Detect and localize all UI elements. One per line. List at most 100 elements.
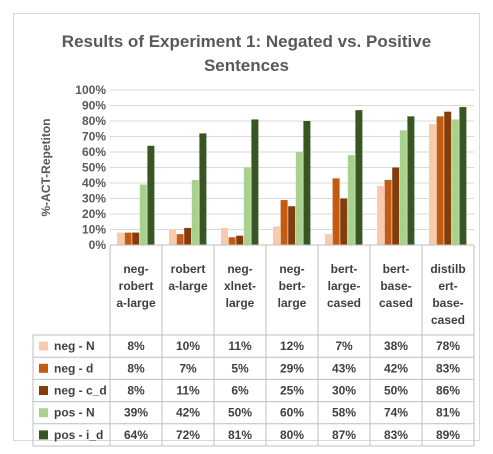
- data-label: 12%: [280, 339, 304, 353]
- data-label: 30%: [332, 384, 356, 398]
- data-label: 80%: [280, 428, 304, 442]
- chart-title: Results of Experiment 1: Negated vs. Pos…: [20, 30, 473, 78]
- category-label: robert: [119, 279, 154, 293]
- legend-key: [39, 408, 48, 418]
- category-label: neg-: [227, 262, 252, 276]
- y-tick-label: 10%: [82, 223, 106, 237]
- bar: [132, 232, 140, 245]
- y-tick-label: 50%: [82, 161, 106, 175]
- bar: [176, 234, 184, 245]
- y-tick-label: 100%: [75, 83, 106, 97]
- y-tick-label: 0%: [89, 238, 107, 252]
- data-label: 89%: [436, 428, 460, 442]
- category-label: base-: [432, 296, 463, 310]
- data-label: 50%: [228, 406, 252, 420]
- bar: [347, 155, 355, 245]
- bar: [139, 184, 147, 245]
- bar: [251, 119, 259, 245]
- bar: [184, 227, 192, 245]
- data-label: 78%: [436, 339, 460, 353]
- data-label: 38%: [384, 339, 408, 353]
- data-label: 42%: [176, 406, 200, 420]
- bar: [451, 119, 459, 245]
- y-axis-label: %-ACT-Repetiton: [39, 119, 53, 217]
- category-label: large-: [328, 279, 361, 293]
- y-tick-label: 90%: [82, 99, 106, 113]
- data-label: 86%: [436, 384, 460, 398]
- data-label: 39%: [124, 406, 148, 420]
- category-label: a-large: [116, 296, 156, 310]
- y-tick-label: 30%: [82, 192, 106, 206]
- bar: [221, 227, 228, 245]
- series-label: pos - N: [54, 406, 95, 420]
- bar: [117, 232, 124, 245]
- data-label: 81%: [228, 428, 252, 442]
- category-label: base-: [380, 279, 411, 293]
- category-label: a-large: [168, 279, 208, 293]
- data-label: 10%: [176, 339, 200, 353]
- category-label: ert-: [438, 279, 457, 293]
- bar: [295, 152, 303, 245]
- data-label: 58%: [332, 406, 356, 420]
- y-tick-label: 60%: [82, 145, 106, 159]
- data-label: 87%: [332, 428, 356, 442]
- legend-key: [39, 386, 48, 395]
- category-label: cased: [431, 313, 465, 327]
- category-label: large: [226, 296, 255, 310]
- y-tick-label: 70%: [82, 130, 106, 144]
- bar: [169, 229, 176, 245]
- data-label: 50%: [384, 384, 408, 398]
- y-tick-label: 20%: [82, 207, 106, 221]
- category-label: cased: [379, 296, 413, 310]
- bar: [147, 145, 155, 245]
- category-label: neg-: [279, 262, 304, 276]
- bar: [273, 226, 280, 245]
- series-label: neg - N: [54, 339, 95, 353]
- category-label: neg-: [123, 262, 148, 276]
- data-label: 8%: [127, 384, 145, 398]
- data-label: 11%: [228, 339, 252, 353]
- chart-title-line-2: Sentences: [203, 56, 290, 75]
- data-label: 72%: [176, 428, 200, 442]
- data-table: [32, 244, 475, 447]
- data-label: 83%: [384, 428, 408, 442]
- data-label: 81%: [436, 406, 460, 420]
- bar: [191, 179, 199, 245]
- data-label: 74%: [384, 406, 408, 420]
- y-tick-label: 40%: [82, 176, 106, 190]
- data-label: 29%: [280, 361, 304, 375]
- data-label: 83%: [436, 361, 460, 375]
- data-label: 11%: [176, 384, 200, 398]
- data-label: 6%: [231, 384, 249, 398]
- bar: [228, 237, 236, 245]
- data-label: 8%: [127, 361, 145, 375]
- legend-key: [39, 363, 48, 373]
- bar: [377, 186, 384, 245]
- bar: [280, 200, 288, 245]
- series-label: pos - i_d: [54, 428, 103, 442]
- bar: [325, 234, 332, 245]
- data-label: 60%: [280, 406, 304, 420]
- data-label: 25%: [280, 384, 304, 398]
- bar: [243, 167, 251, 245]
- data-label: 64%: [124, 428, 148, 442]
- bar: [303, 121, 311, 245]
- bar: [340, 198, 348, 245]
- bar: [332, 178, 340, 245]
- category-label: robert: [171, 262, 206, 276]
- category-label: bert-: [279, 279, 306, 293]
- bar: [399, 130, 407, 245]
- category-label: distilb: [430, 262, 465, 276]
- bar: [444, 111, 452, 245]
- legend-key: [39, 341, 48, 351]
- category-label: bert-: [383, 262, 410, 276]
- bar: [459, 107, 467, 245]
- category-label: large: [278, 296, 307, 310]
- bar: [392, 167, 400, 245]
- bar: [436, 116, 444, 245]
- bar: [384, 179, 392, 245]
- bar: [429, 124, 436, 245]
- bar: [288, 206, 296, 245]
- data-label: 7%: [179, 361, 197, 375]
